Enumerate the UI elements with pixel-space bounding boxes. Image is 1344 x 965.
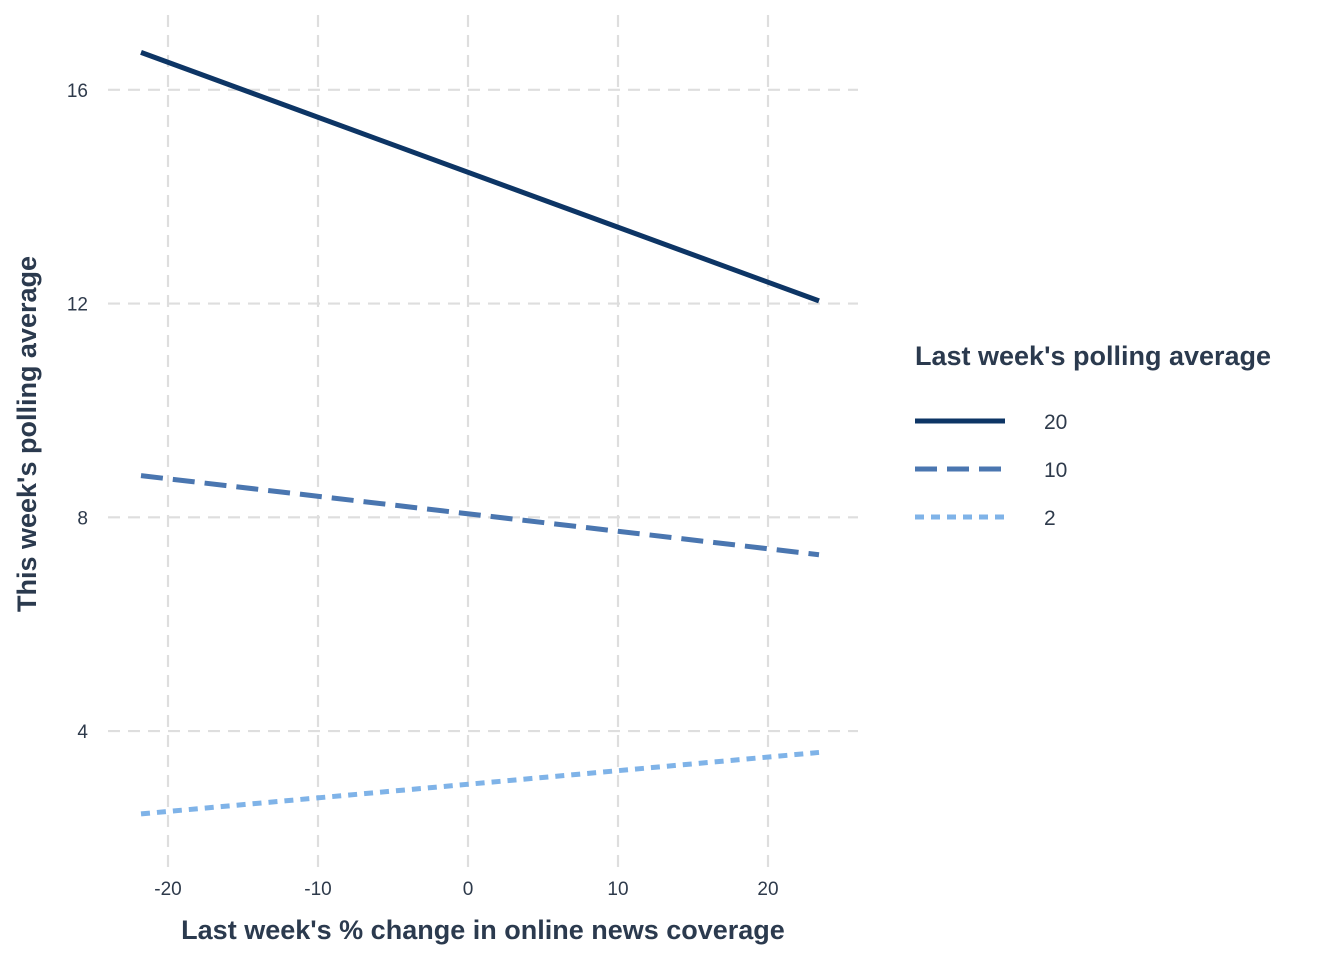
series-line-10: [140, 473, 820, 558]
y-tick-label: 16: [67, 81, 88, 102]
x-tick-label: -10: [304, 879, 331, 900]
series-line-2: [140, 749, 820, 817]
legend-label-10: 10: [1044, 459, 1067, 482]
x-axis-ticks: -20 -10 0 10 20: [154, 879, 778, 900]
series-line-20: [140, 50, 820, 304]
y-tick-label: 8: [77, 508, 88, 529]
x-axis-title: Last week's % change in online news cove…: [181, 915, 785, 945]
legend-label-20: 20: [1044, 411, 1067, 434]
series-lines: [140, 50, 820, 817]
y-axis-title: This week's polling average: [12, 256, 42, 612]
x-tick-label: -20: [154, 879, 181, 900]
x-tick-label: 10: [607, 879, 628, 900]
x-tick-label: 20: [757, 879, 778, 900]
grid: [108, 15, 858, 870]
legend-title: Last week's polling average: [915, 341, 1271, 371]
x-tick-label: 0: [463, 879, 474, 900]
y-tick-label: 4: [77, 722, 88, 743]
legend: Last week's polling average 20 10 2: [915, 341, 1271, 530]
y-tick-label: 12: [67, 295, 88, 316]
y-axis-ticks: 4 8 12 16: [67, 81, 89, 743]
legend-label-2: 2: [1044, 507, 1056, 530]
